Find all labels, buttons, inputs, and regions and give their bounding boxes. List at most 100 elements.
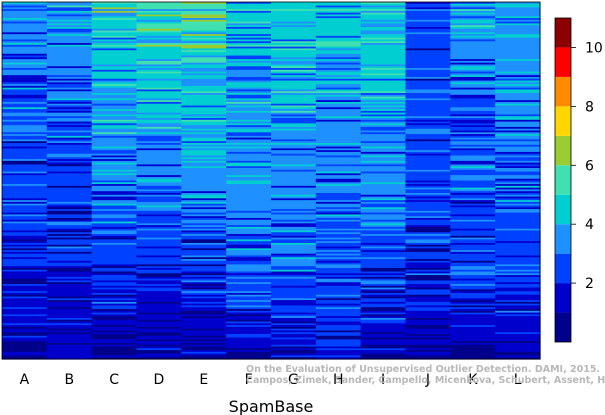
heatmap-cell <box>450 171 496 174</box>
heatmap-cell <box>271 328 317 332</box>
heatmap-cell <box>181 184 227 187</box>
heatmap-cell <box>360 351 407 355</box>
heatmap-cell <box>181 264 227 267</box>
heatmap-cell <box>91 130 138 133</box>
heatmap-cell <box>2 128 48 132</box>
heatmap-cell <box>91 171 138 174</box>
heatmap-cell <box>315 193 362 196</box>
heatmap-cell <box>226 109 272 112</box>
heatmap-cell <box>360 346 407 349</box>
colorbar-tick-label: 10 <box>585 40 603 56</box>
heatmap-cell <box>46 226 93 230</box>
heatmap-cell <box>360 53 407 57</box>
heatmap-cell <box>46 18 93 21</box>
heatmap-cell <box>181 76 227 80</box>
heatmap-cell <box>271 23 317 26</box>
heatmap-cell <box>315 78 362 82</box>
heatmap-cell <box>181 294 227 298</box>
heatmap-cell <box>2 105 48 108</box>
heatmap-cell <box>450 109 496 112</box>
heatmap-cell <box>136 150 182 153</box>
heatmap-cell <box>181 305 227 308</box>
heatmap-cell <box>2 319 48 323</box>
heatmap-cell <box>271 7 317 10</box>
heatmap-cell <box>46 321 93 324</box>
heatmap-cell <box>226 189 272 192</box>
heatmap-cell <box>226 251 272 255</box>
x-tick-label: K <box>468 372 478 388</box>
heatmap-cell <box>91 23 138 26</box>
heatmap-cell <box>91 198 138 201</box>
heatmap-cell <box>271 217 317 221</box>
heatmap-cell <box>181 168 227 171</box>
heatmap-cell <box>315 251 362 255</box>
heatmap-cell <box>46 130 93 133</box>
heatmap-cell <box>46 64 93 67</box>
heatmap-cell <box>181 46 227 50</box>
heatmap-cell <box>271 32 317 35</box>
heatmap-cell <box>450 201 496 205</box>
heatmap-cell <box>495 59 541 62</box>
heatmap-cell <box>136 248 182 251</box>
heatmap-cell <box>271 276 317 280</box>
heatmap-cell <box>271 60 317 64</box>
heatmap-cell <box>2 48 48 51</box>
heatmap-cell <box>2 130 48 133</box>
heatmap-cell <box>271 43 317 46</box>
heatmap-cell <box>2 289 48 292</box>
heatmap-cell <box>136 21 182 25</box>
heatmap-cell <box>2 228 48 232</box>
heatmap-cell <box>136 335 182 339</box>
heatmap-cell <box>495 337 541 340</box>
heatmap-cell <box>271 262 317 265</box>
heatmap-cell <box>450 119 496 123</box>
heatmap-cell <box>405 339 451 342</box>
heatmap-cell <box>181 269 227 273</box>
heatmap-cell <box>226 75 272 78</box>
heatmap-cell <box>360 2 407 5</box>
heatmap-cell <box>360 271 407 274</box>
heatmap-cell <box>91 323 138 326</box>
heatmap-cell <box>181 296 227 299</box>
heatmap-cell <box>450 93 496 96</box>
heatmap-cell <box>315 259 362 262</box>
heatmap-cell <box>136 85 182 89</box>
heatmap-cell <box>495 37 541 41</box>
heatmap-cell <box>136 237 182 240</box>
heatmap-cell <box>495 48 541 51</box>
heatmap-cell <box>136 312 182 315</box>
heatmap-cell <box>405 348 451 351</box>
heatmap-cell <box>450 253 496 257</box>
heatmap-cell <box>181 196 227 199</box>
plot-frame <box>1 1 541 360</box>
heatmap-cell <box>46 187 93 191</box>
heatmap-cell <box>181 150 227 153</box>
heatmap-cell <box>46 57 93 60</box>
heatmap-cell <box>46 7 93 10</box>
heatmap-cell <box>91 173 138 176</box>
heatmap-cell <box>226 196 272 199</box>
heatmap-cell <box>405 317 451 321</box>
heatmap-cell <box>271 53 317 57</box>
heatmap-cell <box>2 123 48 126</box>
heatmap-cell <box>360 114 407 117</box>
heatmap-cell <box>405 275 451 278</box>
heatmap-cell <box>136 101 182 105</box>
heatmap-cell <box>2 344 48 348</box>
heatmap-cell <box>495 301 541 305</box>
heatmap-cell <box>495 126 541 130</box>
heatmap-cell <box>91 310 138 314</box>
heatmap-cell <box>91 82 138 85</box>
heatmap-cell <box>181 7 227 10</box>
heatmap-cell <box>226 94 272 98</box>
heatmap-cell <box>495 21 541 25</box>
heatmap-cell <box>46 60 93 64</box>
heatmap-cell <box>181 94 227 98</box>
heatmap-cell <box>46 110 93 114</box>
heatmap-cell <box>450 214 496 217</box>
heatmap-cell <box>181 180 227 183</box>
heatmap-cell <box>46 118 93 121</box>
heatmap-cell <box>2 271 48 274</box>
heatmap-cell <box>136 62 182 66</box>
heatmap-cell <box>181 96 227 99</box>
